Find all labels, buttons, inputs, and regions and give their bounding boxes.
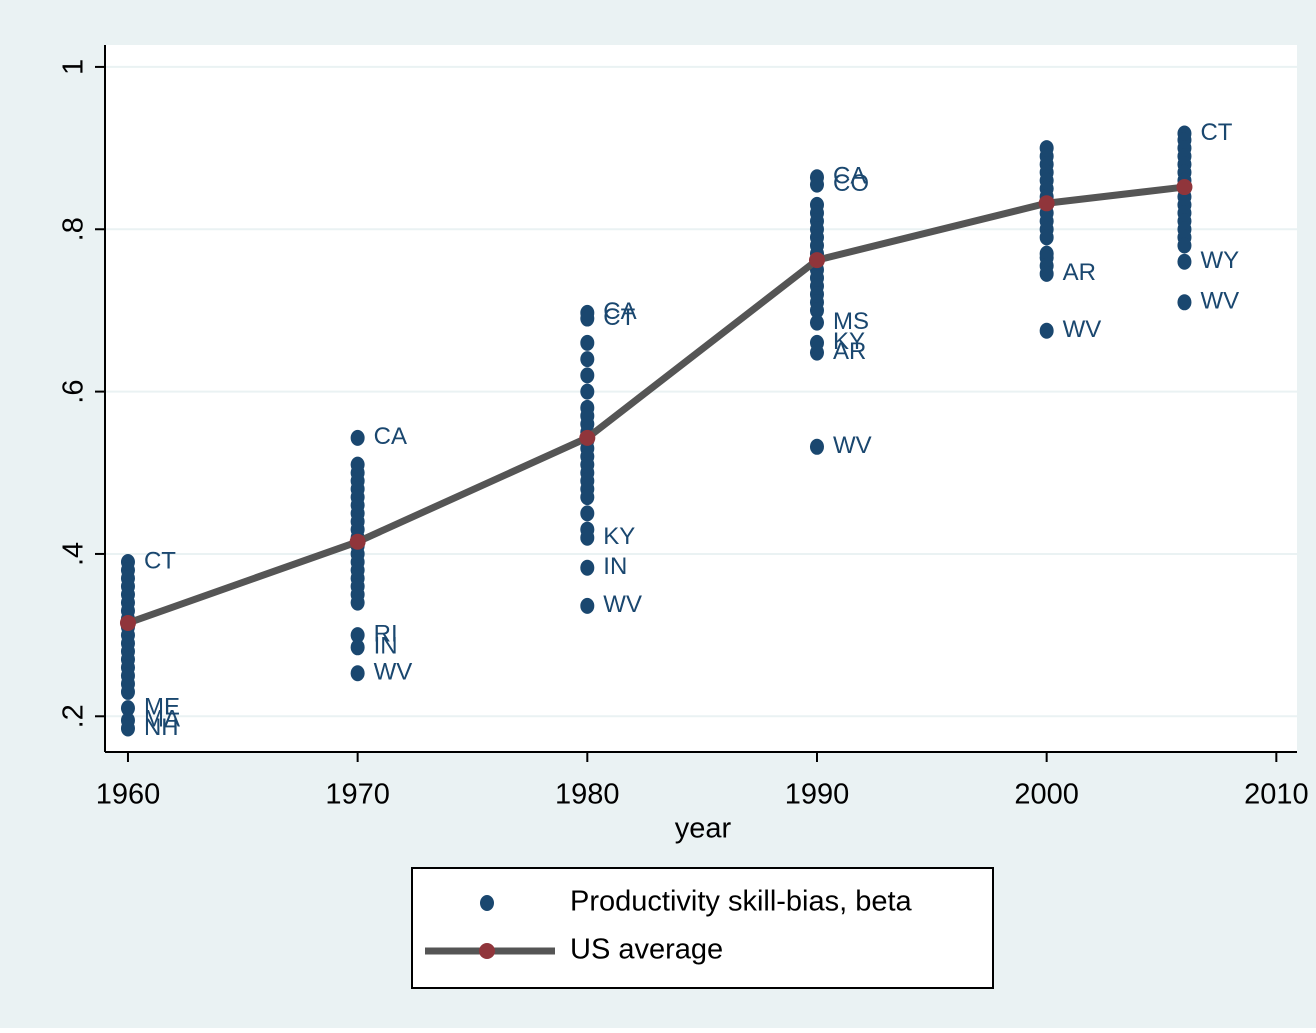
legend-marker <box>480 895 494 911</box>
point <box>120 683 135 700</box>
point <box>1177 294 1192 311</box>
legend <box>411 867 994 989</box>
average-marker <box>1176 179 1193 196</box>
x-tick-label: 1980 <box>555 779 620 811</box>
y-tick-label: .6 <box>58 380 90 404</box>
point-label: CT <box>144 547 176 574</box>
point-label: AR <box>1063 259 1096 286</box>
point <box>120 700 135 717</box>
point <box>809 344 824 361</box>
point <box>580 529 595 546</box>
x-tick-label: 1960 <box>96 779 161 811</box>
point <box>580 559 595 576</box>
point-label: IN <box>374 633 398 660</box>
point <box>580 383 595 400</box>
y-tick-label: .4 <box>58 542 90 566</box>
point <box>580 597 595 614</box>
point <box>1039 265 1054 282</box>
point-label: MA <box>144 706 180 733</box>
point-label: WY <box>1200 247 1239 274</box>
point <box>809 314 824 331</box>
point-label: AR <box>833 338 866 365</box>
point-label: KY <box>603 523 635 550</box>
legend-label: Productivity skill-bias, beta <box>570 886 913 918</box>
point-label: MS <box>833 308 869 335</box>
average-line <box>126 183 1185 627</box>
point-label: CT <box>1200 119 1232 146</box>
x-axis-label: year <box>675 813 732 845</box>
point <box>809 302 824 319</box>
x-tick-label: 2010 <box>1244 779 1309 811</box>
point-label: ME <box>144 694 180 721</box>
point <box>350 627 365 644</box>
point <box>1039 322 1054 339</box>
point-label: WV <box>374 659 413 686</box>
y-tick-label: .2 <box>58 704 90 728</box>
point-label: CA <box>374 423 407 450</box>
average-marker <box>1038 195 1055 212</box>
average-marker <box>119 614 136 631</box>
x-tick-label: 1970 <box>325 779 390 811</box>
point <box>809 438 824 455</box>
plot-area <box>105 45 1297 752</box>
point <box>1177 237 1192 254</box>
point-label: CA <box>603 298 636 325</box>
point-label: CO <box>833 170 869 197</box>
point <box>580 351 595 368</box>
point <box>580 367 595 384</box>
y-tick-label: 1 <box>58 59 90 75</box>
point-label: KY <box>833 328 865 355</box>
point-label: WV <box>1063 316 1102 343</box>
point <box>120 720 135 737</box>
legend-label: US average <box>570 934 723 966</box>
point-label: WV <box>1200 288 1239 315</box>
average-marker <box>579 429 596 446</box>
point-label: CA <box>833 163 866 190</box>
point <box>1177 253 1192 270</box>
point <box>1039 229 1054 246</box>
point-label: CT <box>603 304 635 331</box>
point <box>580 310 595 327</box>
point-label: RI <box>374 620 398 647</box>
point <box>350 594 365 611</box>
point <box>580 334 595 351</box>
y-tick-label: .8 <box>58 217 90 241</box>
legend-marker <box>479 943 495 959</box>
point <box>350 429 365 446</box>
x-tick-label: 2000 <box>1014 779 1079 811</box>
average-marker <box>349 533 366 550</box>
point-label: WV <box>603 591 642 618</box>
point-label: IN <box>603 553 627 580</box>
point-label: WV <box>833 432 872 459</box>
point <box>580 489 595 506</box>
point <box>350 665 365 682</box>
point-label: NH <box>144 714 179 741</box>
point <box>809 176 824 193</box>
point <box>350 639 365 656</box>
x-tick-label: 1990 <box>785 779 850 811</box>
point <box>580 505 595 522</box>
average-marker <box>808 252 825 269</box>
